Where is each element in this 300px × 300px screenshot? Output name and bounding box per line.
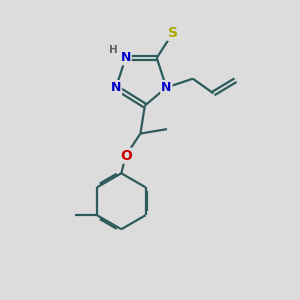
Text: N: N xyxy=(161,81,172,94)
Text: H: H xyxy=(109,45,118,55)
Text: N: N xyxy=(120,51,131,64)
Text: O: O xyxy=(120,148,132,163)
Text: N: N xyxy=(111,81,121,94)
Text: S: S xyxy=(168,26,178,40)
